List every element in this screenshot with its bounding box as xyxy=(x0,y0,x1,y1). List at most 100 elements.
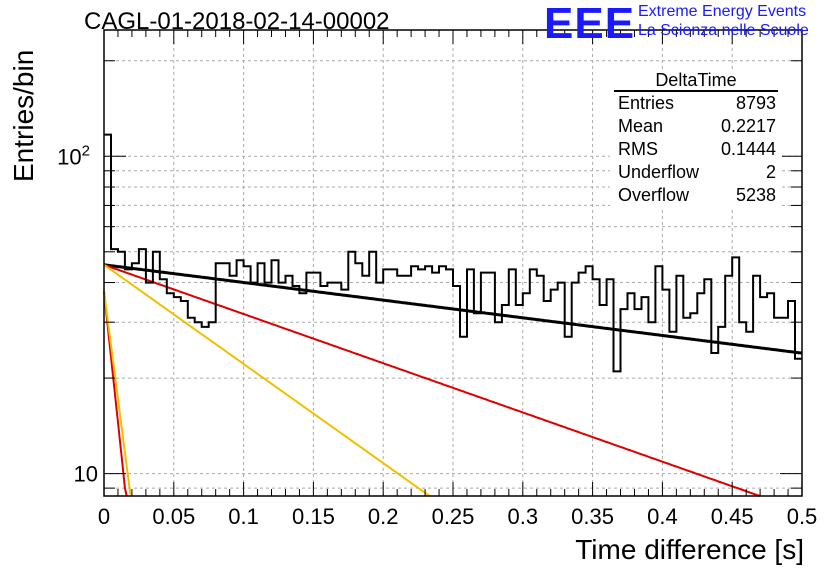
histogram-bin xyxy=(383,269,390,496)
histogram-bin xyxy=(146,283,153,496)
histogram-bin xyxy=(641,297,648,496)
histogram-bin xyxy=(139,249,146,496)
histogram-bin xyxy=(746,332,753,496)
y-tick-label: 10 xyxy=(74,462,98,487)
stats-label: Entries xyxy=(618,93,675,113)
stats-row: Underflow 2 xyxy=(610,161,782,184)
histogram-bin xyxy=(537,276,544,496)
histogram-bin xyxy=(516,305,523,496)
histogram-bin xyxy=(676,276,683,496)
histogram-bin xyxy=(195,322,202,496)
stats-value: 0.2217 xyxy=(720,116,776,136)
stats-label: Overflow xyxy=(618,185,690,205)
x-tick-label: 0.45 xyxy=(711,504,754,529)
histogram-bin xyxy=(788,301,795,496)
histogram-bin xyxy=(334,283,341,496)
histogram-bin xyxy=(795,359,802,496)
stats-row: RMS 0.1444 xyxy=(610,138,782,161)
histogram-bin xyxy=(634,309,641,496)
histogram-bin xyxy=(579,273,586,496)
fit-curve xyxy=(103,263,803,355)
x-tick-label: 0.15 xyxy=(292,504,335,529)
histogram-bin xyxy=(216,263,223,496)
stats-row: Entries 8793 xyxy=(610,92,782,115)
histogram-bin xyxy=(320,286,327,496)
y-axis-label: Entries/bin xyxy=(8,49,39,182)
fit-curves xyxy=(103,263,803,497)
histogram-bin xyxy=(390,269,397,496)
stats-value: 0.1444 xyxy=(720,139,776,159)
fit-curve xyxy=(103,290,133,497)
x-tick-label: 0.4 xyxy=(647,504,678,529)
histogram-bin xyxy=(362,276,369,496)
stats-row: Overflow 5238 xyxy=(610,184,782,207)
histogram-bin xyxy=(481,273,488,496)
histogram-bin xyxy=(614,371,621,496)
histogram-bin xyxy=(565,337,572,496)
histogram-bin xyxy=(739,322,746,496)
histogram-bin xyxy=(397,276,404,496)
histogram-bin xyxy=(425,266,432,496)
histogram-bin xyxy=(244,266,251,496)
histogram-bin xyxy=(369,252,376,496)
x-tick-label: 0.2 xyxy=(368,504,399,529)
histogram-bin xyxy=(600,305,607,496)
histogram-bin xyxy=(460,337,467,496)
eee-logo: EEE xyxy=(544,0,636,48)
histogram-bin xyxy=(188,318,195,496)
histogram-bin xyxy=(774,318,781,496)
histogram-bin xyxy=(760,297,767,496)
histogram-bin xyxy=(781,318,788,496)
histogram-bin xyxy=(446,269,453,496)
histogram-bin xyxy=(251,283,258,496)
histogram-bin xyxy=(530,269,537,496)
histogram-bin xyxy=(718,327,725,496)
logo-caption-line2: La Scienza nelle Scuole xyxy=(638,22,809,39)
histogram-bin xyxy=(586,266,593,496)
histogram-bin xyxy=(474,313,481,496)
histogram-bin xyxy=(132,263,139,496)
histogram-bin xyxy=(299,293,306,496)
histogram-outline xyxy=(104,133,802,373)
histogram-bin xyxy=(327,283,334,496)
histogram-bars xyxy=(104,133,802,496)
tick-labels: 0 0.05 0.1 0.15 0.2 0.25 0.3 0.35 0.4 0.45 0.5 10 10… xyxy=(57,142,817,529)
histogram-bin xyxy=(593,279,600,496)
histogram-bin xyxy=(767,293,774,496)
stats-title: DeltaTime xyxy=(614,70,778,92)
stats-row: Mean 0.2217 xyxy=(610,115,782,138)
fit-curve xyxy=(103,263,761,497)
histogram-bin xyxy=(523,293,530,496)
histogram-bin xyxy=(628,293,635,496)
histogram-bin xyxy=(467,269,474,496)
histogram-bin xyxy=(341,290,348,496)
histogram-bin xyxy=(704,279,711,496)
histogram-bin xyxy=(495,322,502,496)
histogram-bin xyxy=(669,332,676,496)
stats-value: 5238 xyxy=(735,185,776,205)
histogram-bin xyxy=(160,279,167,496)
histogram-bin xyxy=(223,263,230,496)
x-tick-label: 0.35 xyxy=(571,504,614,529)
logo-caption-line1: Extreme Energy Events xyxy=(638,3,807,20)
histogram-bin xyxy=(258,263,265,496)
y-tick-label: 102 xyxy=(57,142,90,169)
histogram-bin xyxy=(439,266,446,496)
stats-box: DeltaTime Entries 8793 Mean 0.2217 RMS 0.1444… xyxy=(610,70,782,207)
histogram-bin xyxy=(404,276,411,496)
histogram-bin xyxy=(509,269,516,496)
histogram-bin xyxy=(725,276,732,496)
histogram-bin xyxy=(662,290,669,496)
chart-title: CAGL-01-2018-02-14-00002 xyxy=(84,8,390,35)
histogram-bin xyxy=(202,327,209,496)
histogram-bin xyxy=(174,297,181,496)
histogram-bin xyxy=(544,301,551,496)
histogram-bin xyxy=(488,273,495,496)
x-tick-label: 0 xyxy=(98,504,110,529)
stats-label: Underflow xyxy=(618,162,700,182)
x-axis-label: Time difference [s] xyxy=(575,534,804,565)
histogram-bin xyxy=(558,283,565,496)
histogram-bin xyxy=(502,305,509,496)
histogram-bin xyxy=(607,279,614,496)
